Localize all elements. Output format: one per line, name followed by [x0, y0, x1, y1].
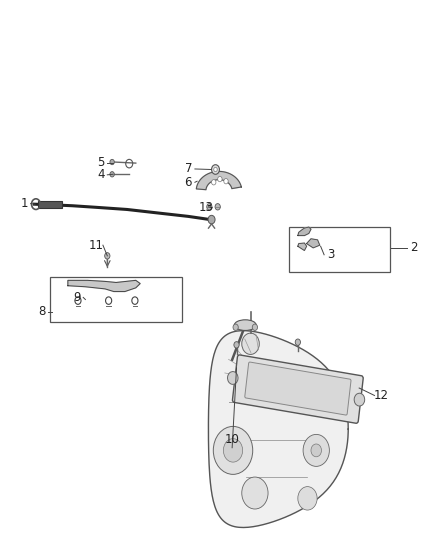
Text: 12: 12 — [374, 389, 389, 402]
Circle shape — [242, 333, 259, 354]
Bar — [50, 277, 182, 322]
Polygon shape — [298, 243, 307, 251]
Circle shape — [110, 172, 114, 177]
Circle shape — [215, 204, 220, 210]
Polygon shape — [208, 330, 348, 528]
Circle shape — [218, 176, 222, 182]
FancyBboxPatch shape — [233, 355, 363, 423]
Polygon shape — [298, 227, 311, 236]
Circle shape — [252, 324, 258, 330]
Circle shape — [257, 373, 270, 389]
Text: 13: 13 — [198, 201, 213, 214]
Circle shape — [248, 362, 279, 400]
Circle shape — [234, 342, 239, 348]
Text: 5: 5 — [97, 156, 104, 169]
Ellipse shape — [234, 320, 256, 330]
Circle shape — [242, 477, 268, 509]
Circle shape — [207, 204, 212, 210]
Circle shape — [110, 159, 114, 165]
Bar — [289, 227, 390, 272]
Polygon shape — [196, 172, 241, 190]
Text: 9: 9 — [73, 291, 81, 304]
Circle shape — [212, 180, 216, 185]
Circle shape — [208, 215, 215, 224]
Circle shape — [223, 439, 243, 462]
Circle shape — [212, 165, 219, 174]
Circle shape — [105, 253, 110, 259]
Text: 6: 6 — [184, 176, 192, 189]
Circle shape — [354, 393, 365, 406]
Circle shape — [227, 372, 238, 384]
Polygon shape — [307, 239, 320, 248]
Circle shape — [295, 339, 300, 345]
Circle shape — [297, 368, 318, 394]
Circle shape — [224, 179, 228, 184]
Text: 3: 3 — [327, 248, 334, 261]
Circle shape — [298, 487, 317, 510]
Circle shape — [311, 444, 321, 457]
Circle shape — [233, 324, 238, 330]
Text: 11: 11 — [89, 239, 104, 252]
Circle shape — [303, 434, 329, 466]
Circle shape — [303, 376, 312, 386]
Bar — [38, 201, 62, 208]
Circle shape — [214, 167, 217, 172]
Text: 10: 10 — [225, 433, 240, 446]
Text: 4: 4 — [97, 168, 105, 181]
Text: 8: 8 — [38, 305, 45, 318]
Text: 7: 7 — [184, 163, 192, 175]
Circle shape — [213, 426, 253, 474]
FancyBboxPatch shape — [245, 362, 351, 415]
Text: 1: 1 — [20, 197, 28, 210]
Polygon shape — [68, 280, 140, 292]
Text: 2: 2 — [410, 241, 418, 254]
